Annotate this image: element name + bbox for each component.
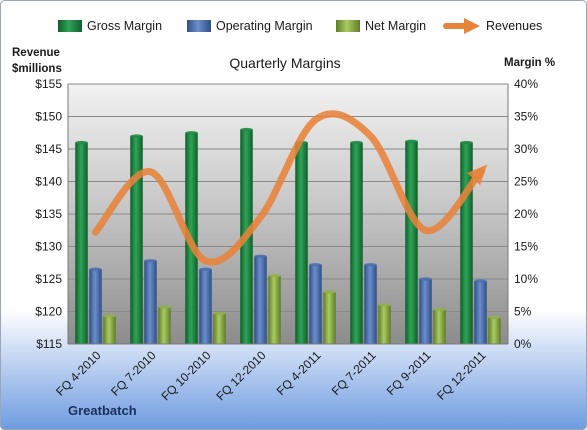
net-margin-bar [158,306,171,344]
net-margin-bar-cap [433,307,446,312]
left-tick-label: $135 [35,207,62,221]
right-tick-label: 20% [514,207,538,221]
gross-margin-legend-label: Gross Margin [87,19,162,33]
operating-margin-bar-cap [89,267,102,271]
net-margin-bar-cap [103,314,116,318]
revenues-legend-arrowhead [464,18,480,34]
left-tick-label: $150 [35,110,62,124]
operating-margin-legend-label: Operating Margin [216,19,313,33]
right-tick-label: 35% [514,110,538,124]
net-margin-bar [378,305,391,344]
gross-margin-bar [405,141,418,344]
company-name: Greatbatch [68,403,137,418]
gross-margin-bar-cap [75,140,88,145]
left-axis-label-line1: Revenue [12,47,60,59]
chart-title: Quarterly Margins [229,55,340,71]
left-tick-label: $155 [35,77,62,91]
revenue-line [92,110,484,266]
right-tick-label: 30% [514,142,538,156]
left-tick-label: $115 [36,337,62,351]
operating-margin-bar-cap [474,279,487,283]
net-margin-legend-label: Net Margin [365,19,426,33]
operating-margin-bar-cap [199,267,212,271]
left-tick-label: $145 [35,142,62,156]
revenue-line-arrowhead [467,164,488,186]
net-margin-bar [213,313,226,344]
operating-margin-legend-swatch [187,20,211,32]
right-tick-label: 0% [514,337,532,351]
operating-margin-bar [364,264,377,344]
net-margin-bar [488,317,501,344]
net-margin-bar [103,316,116,344]
gross-margin-bar [295,142,308,344]
right-tick-label: 5% [514,305,532,319]
net-margin-bar-cap [213,311,226,316]
gross-margin-bar-cap [130,134,143,138]
gross-margin-bar-cap [185,131,198,135]
operating-margin-bar [144,260,157,344]
gross-margin-bar-cap [350,140,363,145]
left-axis-label-line2: $millions [12,63,62,75]
right-tick-label: 40% [514,77,538,91]
gross-margin-bar [350,142,363,344]
gross-margin-bar [75,142,88,344]
right-tick-label: 10% [514,272,538,286]
net-margin-bar [268,275,281,344]
net-margin-bar-cap [158,305,171,309]
left-tick-label: $130 [35,240,62,254]
operating-margin-bar [89,269,102,344]
net-margin-bar-cap [323,290,336,294]
gross-margin-legend-swatch [58,20,82,32]
gross-margin-bar-cap [240,127,253,132]
operating-margin-bar-cap [144,259,157,263]
net-margin-bar [433,309,446,344]
net-margin-bar-cap [378,303,391,307]
operating-margin-bar [474,280,487,344]
right-axis-label: Margin % [504,57,555,69]
net-margin-bar-cap [488,315,501,319]
gross-margin-bar-cap [405,139,418,143]
operating-margin-bar-cap [254,254,267,258]
legend: Gross Margin Operating Margin Net Margin Re… [58,18,542,34]
operating-margin-bar [199,269,212,344]
operating-margin-bar-cap [419,277,432,281]
operating-margin-bar-cap [364,263,377,267]
right-tick-label: 25% [514,175,538,189]
net-margin-legend-swatch [336,20,360,32]
net-margin-bar [323,292,336,344]
left-tick-label: $140 [35,175,62,189]
operating-margin-bar [309,264,322,344]
net-margin-bar-cap [268,274,281,278]
right-tick-label: 15% [514,240,538,254]
left-tick-label: $125 [35,272,62,286]
revenues-legend-label: Revenues [486,19,542,33]
gross-margin-bar [130,136,143,344]
left-tick-label: $120 [35,305,62,319]
gross-margin-bar-cap [460,140,473,145]
operating-margin-bar [254,256,267,344]
bar-marks [75,127,501,344]
operating-margin-bar [419,279,432,344]
operating-margin-bar-cap [309,263,322,267]
